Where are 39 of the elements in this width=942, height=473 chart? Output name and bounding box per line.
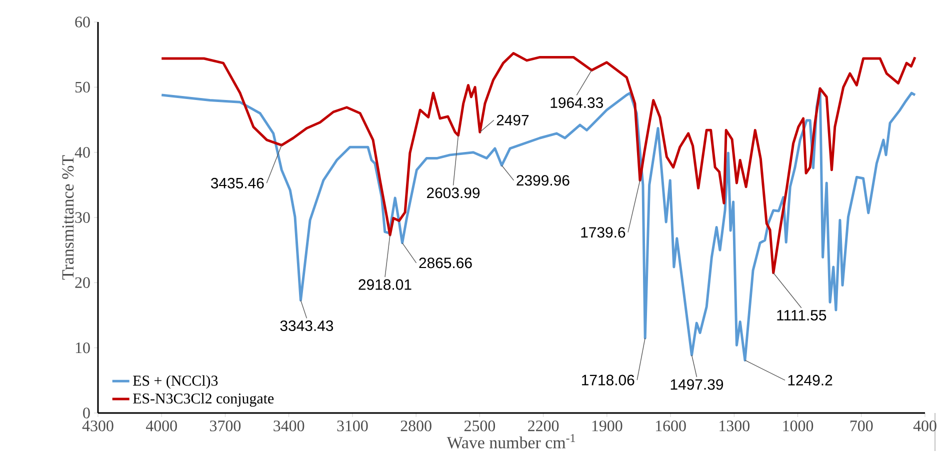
annotation: 2918.01 bbox=[358, 279, 412, 290]
annotation: 1718.06 bbox=[582, 374, 634, 386]
x-tick-label: 4000 bbox=[146, 420, 177, 432]
x-tick-label: 2500 bbox=[464, 420, 496, 432]
x-tick-label: 1900 bbox=[592, 420, 622, 432]
x-tick-label: 1300 bbox=[720, 420, 750, 432]
legend-label: ES + (NCCl)3 bbox=[133, 375, 218, 389]
annotation: 2865.66 bbox=[419, 258, 472, 268]
y-tick-label: 0 bbox=[83, 408, 90, 418]
annotation: 2497 bbox=[496, 114, 529, 126]
y-tick-label: 40 bbox=[74, 146, 90, 158]
x-axis-title: Wave number cm$^{-1}$ bbox=[446, 434, 575, 448]
legend-label: ES-N3C3Cl2 conjugate bbox=[133, 393, 274, 407]
annotation: 1739.6 bbox=[581, 227, 626, 238]
annotation: 2603.99 bbox=[427, 188, 480, 198]
annotation: 1964.33 bbox=[550, 97, 603, 108]
annotation: 1111.55 bbox=[777, 310, 826, 321]
annotation: 2399.96 bbox=[516, 175, 570, 186]
x-tick-label: 3700 bbox=[210, 420, 241, 432]
x-tick-label: 2200 bbox=[528, 420, 559, 432]
annotation: 1249.2 bbox=[788, 374, 832, 386]
y-tick-label: 10 bbox=[76, 342, 90, 354]
y-tick-label: 30 bbox=[75, 212, 90, 223]
y-axis-title: Transmittance %T bbox=[62, 155, 74, 280]
x-tick-label: 400 bbox=[913, 420, 936, 432]
annotation: 3435.46 bbox=[210, 178, 264, 188]
line-series bbox=[160, 52, 916, 274]
x-tick-label: 1600 bbox=[656, 420, 686, 432]
y-tick-label: 20 bbox=[75, 277, 90, 288]
x-tick-label: 1000 bbox=[783, 420, 814, 432]
x-tick-label: 4300 bbox=[82, 420, 114, 432]
annotation: 3343.43 bbox=[280, 320, 334, 332]
y-tick-label: 50 bbox=[75, 82, 90, 93]
x-tick-label: 2800 bbox=[400, 420, 432, 432]
x-tick-label: 3100 bbox=[337, 420, 368, 432]
x-tick-label: 700 bbox=[850, 420, 873, 432]
x-tick-label: 3400 bbox=[274, 420, 304, 432]
y-tick-label: 60 bbox=[75, 16, 90, 28]
annotation: 1497.39 bbox=[670, 379, 724, 390]
